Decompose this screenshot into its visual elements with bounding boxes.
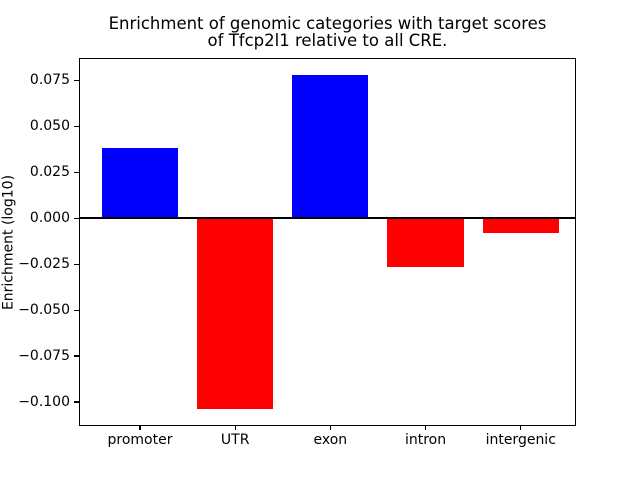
y-tick-label: 0.050 xyxy=(29,118,70,135)
x-tick-mark xyxy=(520,426,522,430)
y-tick-label: −0.075 xyxy=(18,348,70,365)
chart-title-line1: Enrichment of genomic categories with ta… xyxy=(108,14,547,33)
bar-promoter xyxy=(101,148,179,219)
x-tick-mark xyxy=(139,426,141,430)
bar-intron xyxy=(387,218,464,267)
zero-line xyxy=(80,217,575,220)
y-tick-mark xyxy=(74,171,79,173)
x-tick-mark xyxy=(234,426,236,430)
y-tick-mark xyxy=(74,79,79,81)
y-tick-label: −0.025 xyxy=(18,256,70,273)
plot-area xyxy=(79,58,576,426)
chart-title: Enrichment of genomic categories with ta… xyxy=(79,14,576,50)
x-tick-label-intergenic: intergenic xyxy=(485,432,556,448)
y-tick-label: 0.000 xyxy=(29,210,70,227)
y-tick-mark xyxy=(74,355,79,357)
x-tick-label-promoter: promoter xyxy=(107,432,173,448)
y-axis-label: Enrichment (log10) xyxy=(0,174,17,311)
bar-intergenic xyxy=(482,218,559,233)
y-tick-mark xyxy=(74,309,79,311)
y-tick-label: 0.025 xyxy=(29,164,70,181)
y-tick-mark xyxy=(74,263,79,265)
x-tick-mark xyxy=(424,426,427,430)
chart-title-line2: of Tfcp2l1 relative to all CRE. xyxy=(207,30,448,50)
x-tick-label-exon: exon xyxy=(313,432,348,448)
y-tick-mark xyxy=(74,125,79,127)
bar-UTR xyxy=(197,218,274,410)
x-tick-label-intron: intron xyxy=(404,432,447,448)
y-tick-mark xyxy=(74,217,79,219)
y-tick-mark xyxy=(74,401,79,403)
y-tick-label: −0.100 xyxy=(18,394,70,411)
x-tick-mark xyxy=(329,426,331,430)
bar-exon xyxy=(292,74,369,219)
y-tick-label: −0.050 xyxy=(18,302,70,319)
x-tick-label-UTR: UTR xyxy=(220,432,250,448)
y-tick-label: 0.075 xyxy=(29,72,70,89)
